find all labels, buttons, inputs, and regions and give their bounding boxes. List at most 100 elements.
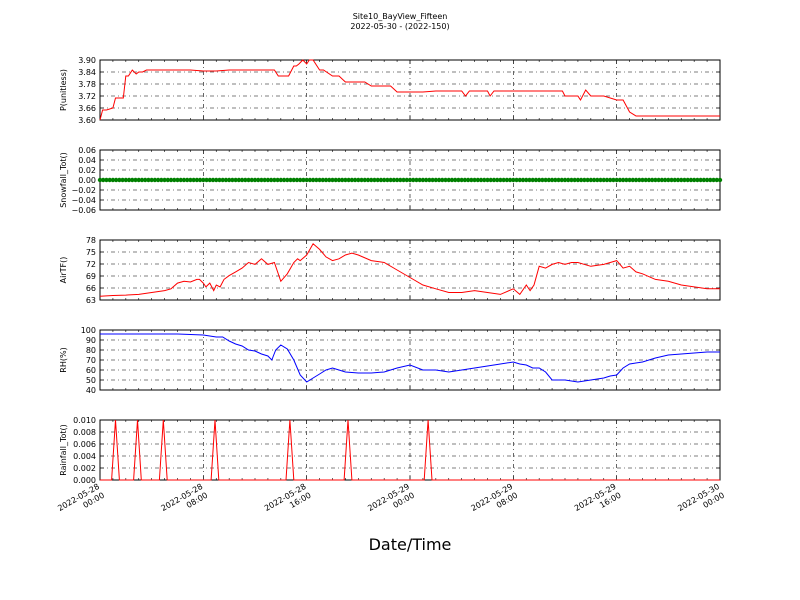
data-point: [536, 177, 542, 183]
y-tick-label: 78: [86, 236, 96, 245]
data-point: [478, 177, 484, 183]
series-line: [100, 419, 720, 481]
data-point: [462, 177, 468, 183]
data-point: [307, 177, 313, 183]
data-point: [653, 177, 658, 183]
data-point: [420, 177, 426, 183]
data-point: [472, 177, 477, 183]
data-point: [682, 177, 687, 183]
data-point: [549, 177, 555, 183]
data-point: [491, 177, 497, 183]
data-point: [675, 177, 681, 183]
data-point: [511, 177, 516, 183]
data-point: [365, 177, 371, 183]
data-point: [239, 177, 245, 183]
data-point: [204, 177, 209, 183]
data-point: [666, 177, 671, 183]
data-point: [249, 177, 254, 183]
data-point: [465, 177, 471, 183]
data-point: [624, 177, 629, 183]
data-point: [333, 177, 338, 183]
data-point: [149, 177, 154, 183]
data-point: [291, 177, 296, 183]
data-point: [175, 177, 180, 183]
y-axis-label: RH(%): [59, 347, 68, 372]
data-point: [113, 177, 119, 183]
chart-title-line2: 2022-05-30 - (2022-150): [350, 22, 449, 31]
data-point: [197, 177, 203, 183]
data-point: [385, 177, 390, 183]
data-point: [184, 177, 190, 183]
data-point: [310, 177, 316, 183]
data-point: [588, 177, 594, 183]
data-point: [540, 177, 545, 183]
data-point: [398, 177, 403, 183]
data-point: [575, 177, 581, 183]
data-point: [669, 177, 674, 183]
data-point: [339, 177, 345, 183]
data-point: [507, 177, 513, 183]
data-point: [330, 177, 335, 183]
y-tick-label: 69: [86, 272, 96, 281]
x-tick-label: 2022-05-2816:00: [263, 482, 313, 522]
data-point: [359, 177, 364, 183]
data-point: [659, 177, 665, 183]
y-tick-label: −0.02: [71, 186, 96, 195]
y-tick-label: 3.66: [78, 104, 96, 113]
data-point: [349, 177, 355, 183]
series-line: [99, 59, 720, 121]
data-point: [637, 177, 642, 183]
data-point: [582, 177, 587, 183]
data-point: [343, 177, 348, 183]
data-point: [217, 177, 222, 183]
data-point: [107, 177, 112, 183]
y-tick-label: 3.60: [78, 116, 96, 125]
data-point: [317, 177, 322, 183]
y-tick-label: 75: [86, 248, 96, 257]
x-tick-label: 2022-05-2900:00: [366, 482, 416, 522]
data-point: [369, 177, 374, 183]
y-axis-label: Rainfall_Tot(): [59, 424, 68, 476]
data-point: [704, 177, 710, 183]
y-tick-label: 0.008: [73, 428, 96, 437]
data-point: [601, 177, 606, 183]
y-tick-label: 3.84: [78, 68, 96, 77]
data-point: [517, 177, 522, 183]
data-point: [446, 177, 451, 183]
data-point: [265, 177, 271, 183]
series-line: [100, 333, 720, 383]
x-tick-label: 2022-05-3000:00: [676, 482, 726, 522]
data-point: [608, 177, 613, 183]
data-point: [604, 177, 610, 183]
data-point: [443, 177, 448, 183]
data-point: [285, 177, 290, 183]
y-tick-label: 0.00: [78, 176, 96, 185]
data-point: [646, 177, 652, 183]
data-point: [230, 177, 235, 183]
data-point: [101, 177, 106, 183]
data-point: [146, 177, 151, 183]
data-point: [436, 177, 442, 183]
data-point: [159, 177, 164, 183]
data-point: [97, 177, 103, 183]
x-tick-label: 2022-05-2916:00: [573, 482, 623, 522]
data-point: [469, 177, 474, 183]
panel-1: 3.60 3.66 3.72 3.78 3.84 3.90 P(unitless): [59, 56, 721, 125]
y-axis-label: P(unitless): [59, 69, 68, 111]
data-point: [504, 177, 510, 183]
data-point: [110, 177, 116, 183]
data-point: [401, 177, 406, 183]
data-point: [407, 177, 413, 183]
data-point: [643, 177, 648, 183]
data-point: [611, 177, 616, 183]
data-point: [633, 177, 639, 183]
data-point: [275, 177, 280, 183]
data-point: [256, 177, 261, 183]
data-point: [701, 177, 707, 183]
data-point: [711, 177, 716, 183]
data-point: [117, 177, 122, 183]
data-point: [595, 177, 600, 183]
chart-title-line1: Site10_BayView_Fifteen: [353, 12, 448, 21]
data-point: [268, 177, 274, 183]
